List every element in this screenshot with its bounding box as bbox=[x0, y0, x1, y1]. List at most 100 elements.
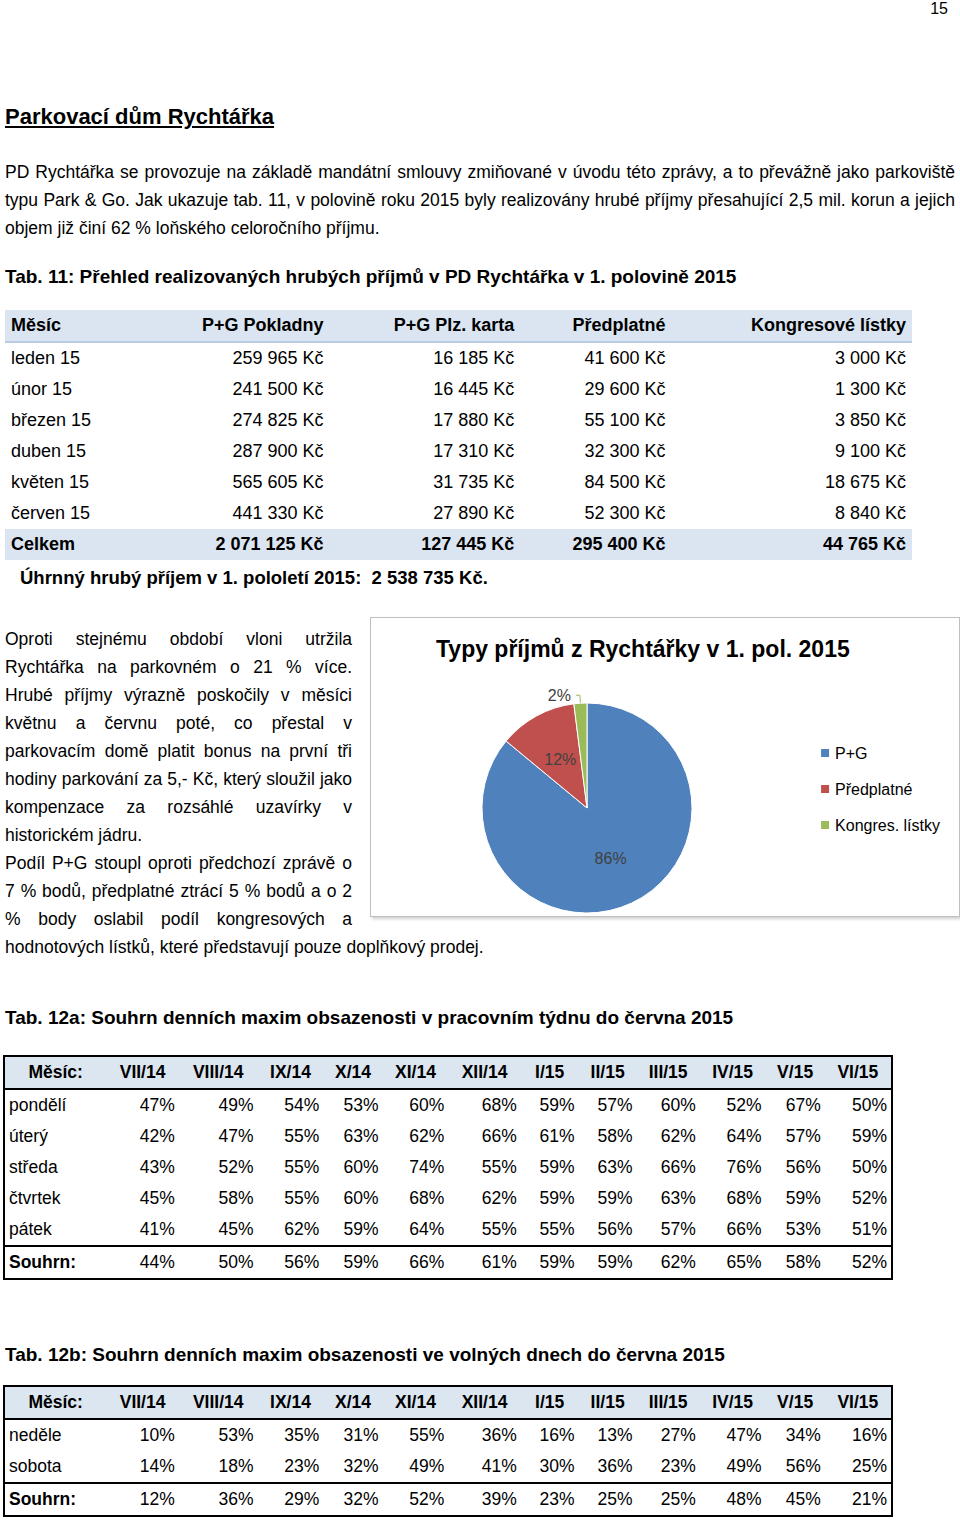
html-text:60%: 60% bbox=[409, 1095, 445, 1115]
html-text:3 850 Kč: 3 850 Kč bbox=[834, 410, 906, 430]
html-text:pondělí: pondělí bbox=[9, 1095, 67, 1115]
html-text:59%: 59% bbox=[539, 1095, 575, 1115]
html-text:52 300 Kč: 52 300 Kč bbox=[584, 503, 666, 523]
html-text:47%: 47% bbox=[218, 1126, 254, 1146]
html-text:9 100 Kč: 9 100 Kč bbox=[834, 441, 906, 461]
html-text:60%: 60% bbox=[343, 1157, 379, 1177]
html-text:52%: 52% bbox=[726, 1095, 762, 1115]
html-text:středa: středa bbox=[9, 1157, 58, 1177]
html-text:61%: 61% bbox=[539, 1126, 575, 1146]
html-text:Tab. 12a: Souhrn denních maxim: Tab. 12a: Souhrn denních maxim obsazenos… bbox=[5, 1007, 734, 1028]
html-text:1 300 Kč: 1 300 Kč bbox=[834, 379, 906, 399]
html-text:VII/14: VII/14 bbox=[119, 1062, 166, 1082]
html-text:55%: 55% bbox=[284, 1157, 320, 1177]
html-text:64%: 64% bbox=[726, 1126, 762, 1146]
html-text:565 605 Kč: 565 605 Kč bbox=[232, 472, 324, 492]
html-text:67%: 67% bbox=[785, 1095, 821, 1115]
html-text:III/15: III/15 bbox=[648, 1062, 688, 1082]
html-text:31 735 Kč: 31 735 Kč bbox=[433, 472, 515, 492]
html-text:Parkovací dům Rychtářka: Parkovací dům Rychtářka bbox=[5, 104, 274, 129]
html-text:47%: 47% bbox=[139, 1095, 175, 1115]
html-text:62%: 62% bbox=[409, 1126, 445, 1146]
html-text:17 310 Kč: 17 310 Kč bbox=[433, 441, 515, 461]
html-text:Měsíc: Měsíc bbox=[11, 315, 61, 335]
html-text:55%: 55% bbox=[284, 1126, 320, 1146]
html-text:259 965 Kč: 259 965 Kč bbox=[232, 348, 324, 368]
svg-text:12%: 12% bbox=[544, 751, 576, 768]
html-text:Předplatné: Předplatné bbox=[572, 315, 666, 335]
html-text:84 500 Kč: 84 500 Kč bbox=[584, 472, 666, 492]
html-text:57%: 57% bbox=[597, 1095, 633, 1115]
html-text:X/14: X/14 bbox=[335, 1062, 371, 1082]
html-text:úterý: úterý bbox=[9, 1126, 48, 1146]
html-text:54%: 54% bbox=[284, 1095, 320, 1115]
html-text:8 840 Kč: 8 840 Kč bbox=[834, 503, 906, 523]
html-text:II/15: II/15 bbox=[590, 1062, 625, 1082]
html-text:274 825 Kč: 274 825 Kč bbox=[232, 410, 324, 430]
html-text:březen 15: březen 15 bbox=[11, 410, 92, 430]
html-text:Měsíc:: Měsíc: bbox=[28, 1062, 83, 1082]
svg-text:Kongres. lístky: Kongres. lístky bbox=[835, 817, 940, 834]
html-text:441 330 Kč: 441 330 Kč bbox=[232, 503, 324, 523]
html-text:52%: 52% bbox=[218, 1157, 254, 1177]
html-text:63%: 63% bbox=[343, 1126, 379, 1146]
html-text:IX/14: IX/14 bbox=[270, 1062, 311, 1082]
html-text:127 445 Kč: 127 445 Kč bbox=[421, 534, 515, 554]
html-text:62%: 62% bbox=[660, 1126, 696, 1146]
html-text:29 600 Kč: 29 600 Kč bbox=[584, 379, 666, 399]
html-text:18 675 Kč: 18 675 Kč bbox=[824, 472, 906, 492]
html-text:60%: 60% bbox=[660, 1095, 696, 1115]
html-text:16 185 Kč: 16 185 Kč bbox=[433, 348, 515, 368]
html-text:59%: 59% bbox=[852, 1126, 887, 1146]
html-text:50%: 50% bbox=[852, 1095, 887, 1115]
html-text:Tab. 11: Přehled realizovaných: Tab. 11: Přehled realizovaných hrubých p… bbox=[5, 266, 737, 287]
html-text:VI/15: VI/15 bbox=[837, 1062, 879, 1082]
html-text:VIII/14: VIII/14 bbox=[192, 1062, 244, 1082]
html-text:IV/15: IV/15 bbox=[712, 1062, 753, 1082]
html-text:32 300 Kč: 32 300 Kč bbox=[584, 441, 666, 461]
svg-text:Předplatné: Předplatné bbox=[835, 781, 912, 798]
html-text:57%: 57% bbox=[785, 1126, 821, 1146]
svg-text:86%: 86% bbox=[595, 850, 627, 867]
html-text:únor 15: únor 15 bbox=[11, 379, 73, 399]
svg-text:2%: 2% bbox=[548, 687, 571, 704]
html-text:287 900 Kč: 287 900 Kč bbox=[232, 441, 324, 461]
html-text:41 600 Kč: 41 600 Kč bbox=[584, 348, 666, 368]
html-text:leden 15: leden 15 bbox=[11, 348, 81, 368]
html-text:PD Rychtářka se provozuje na z: PD Rychtářka se provozuje na základě man… bbox=[5, 162, 955, 238]
html-text:27 890 Kč: 27 890 Kč bbox=[433, 503, 515, 523]
html-text:P+G Pokladny: P+G Pokladny bbox=[202, 315, 324, 335]
html-text:58%: 58% bbox=[597, 1126, 633, 1146]
html-text:Tab. 12b: Souhrn denních maxim: Tab. 12b: Souhrn denních maxim obsazenos… bbox=[5, 1344, 725, 1365]
svg-text:P+G: P+G bbox=[835, 745, 867, 762]
html-text:3 000 Kč: 3 000 Kč bbox=[834, 348, 906, 368]
html-text:17 880 Kč: 17 880 Kč bbox=[433, 410, 515, 430]
html-text:241 500 Kč: 241 500 Kč bbox=[232, 379, 324, 399]
html-text:květen 15: květen 15 bbox=[11, 472, 90, 492]
html-text:P+G Plz. karta: P+G Plz. karta bbox=[393, 315, 515, 335]
html-text:I/15: I/15 bbox=[535, 1062, 565, 1082]
html-text:55 100 Kč: 55 100 Kč bbox=[584, 410, 666, 430]
html-text:XI/14: XI/14 bbox=[395, 1062, 436, 1082]
html-text:16 445 Kč: 16 445 Kč bbox=[433, 379, 515, 399]
html-text:Kongresové lístky: Kongresové lístky bbox=[750, 315, 906, 335]
html-text:Úhrnný hrubý příjem v 1. polol: Úhrnný hrubý příjem v 1. pololetí 2015: … bbox=[20, 567, 488, 588]
html-text:Oproti stejnému období vloni u: Oproti stejnému období vloni utržila Ryc… bbox=[5, 629, 352, 845]
html-text:44 765 Kč: 44 765 Kč bbox=[822, 534, 906, 554]
html-text:duben 15: duben 15 bbox=[11, 441, 87, 461]
html-text:2 071 125 Kč: 2 071 125 Kč bbox=[215, 534, 324, 554]
html-text:Podíl P+G stoupl oproti předch: Podíl P+G stoupl oproti předchozí zprávě… bbox=[5, 853, 484, 957]
html-text:červen 15: červen 15 bbox=[11, 503, 91, 523]
html-text:49%: 49% bbox=[218, 1095, 254, 1115]
html-text:XII/14: XII/14 bbox=[461, 1062, 508, 1082]
html-text:Celkem: Celkem bbox=[11, 534, 75, 554]
html-text:42%: 42% bbox=[139, 1126, 175, 1146]
html-text:74%: 74% bbox=[409, 1157, 445, 1177]
html-text:68%: 68% bbox=[481, 1095, 517, 1115]
html-text:V/15: V/15 bbox=[777, 1062, 814, 1082]
html-text:66%: 66% bbox=[481, 1126, 517, 1146]
svg-text:Typy příjmů z Rychtářky v 1. p: Typy příjmů z Rychtářky v 1. pol. 2015 bbox=[436, 636, 850, 662]
html-text:295 400 Kč: 295 400 Kč bbox=[572, 534, 666, 554]
html-text:43%: 43% bbox=[139, 1157, 175, 1177]
html-text:53%: 53% bbox=[343, 1095, 379, 1115]
